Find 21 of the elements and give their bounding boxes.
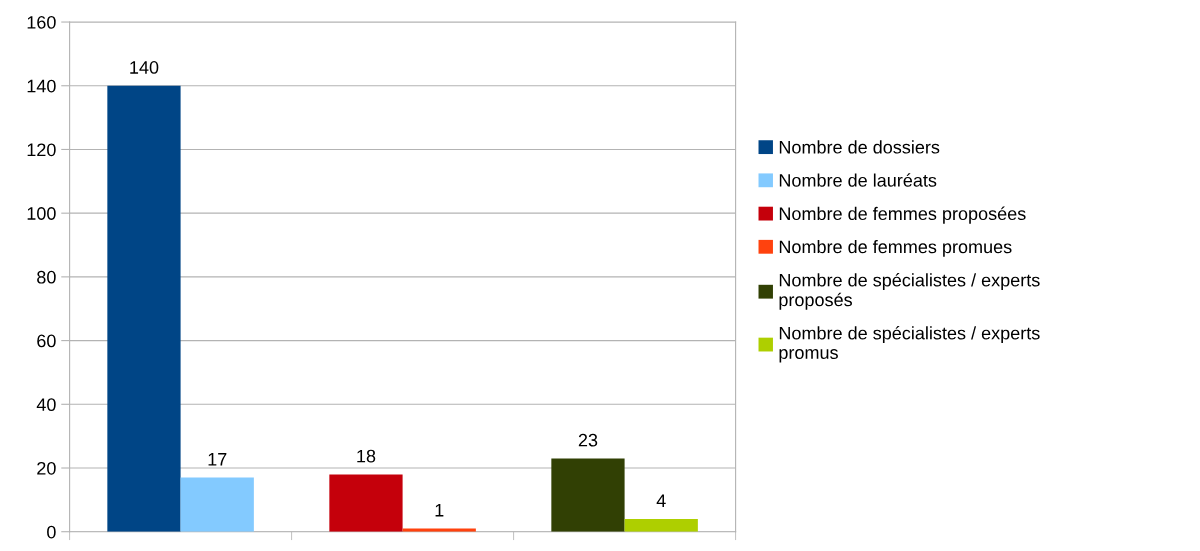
legend-label: Nombre de dossiers — [779, 140, 940, 154]
y-tick-label: 40 — [36, 398, 56, 412]
data-label: 18 — [357, 449, 376, 463]
legend-label: Nombre de femmes promues — [779, 239, 1012, 257]
data-label: 1 — [435, 504, 444, 517]
y-tick-label: 120 — [27, 143, 56, 157]
data-label: 4 — [656, 494, 666, 507]
legend-label: Nombre de femmes proposées — [779, 206, 1026, 224]
legend-label: Nombre de spécialistes / experts proposés — [779, 273, 1040, 310]
y-tick-label: 60 — [37, 334, 56, 348]
legend-label: Nombre de spécialistes / experts promus — [779, 326, 1040, 363]
data-label: 23 — [578, 433, 598, 447]
y-tick-label: 20 — [37, 461, 56, 475]
y-tick-label: 80 — [37, 270, 56, 284]
data-label: 17 — [208, 453, 227, 466]
y-tick-label: 160 — [27, 15, 56, 29]
y-tick-label: 0 — [47, 525, 56, 539]
data-label: 140 — [130, 61, 159, 74]
y-tick-label: 100 — [27, 207, 56, 220]
legend-label: Nombre de lauréats — [779, 173, 937, 187]
y-tick-label: 140 — [27, 79, 56, 93]
